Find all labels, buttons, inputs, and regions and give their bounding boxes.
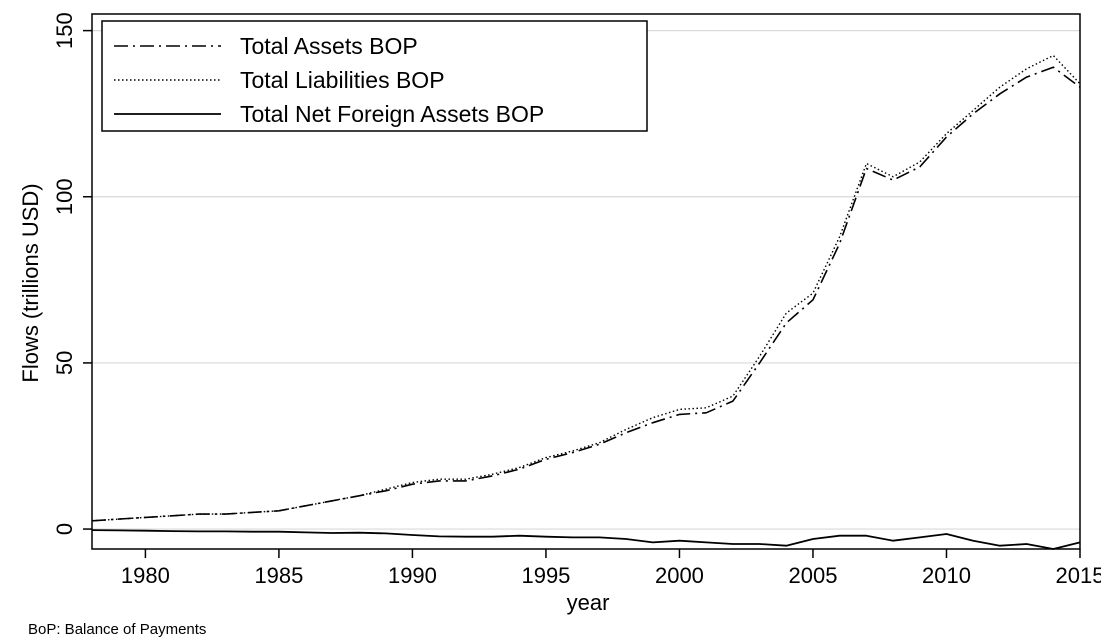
plot-area-frame <box>91 13 1081 550</box>
y-tick-label: 0 <box>52 523 77 535</box>
legend-label-0: Total Assets BOP <box>240 33 418 59</box>
y-axis-title: Flows (trillions USD) <box>18 183 43 382</box>
x-axis: 1980 1985 1990 1995 2000 2005 2010 2015 <box>121 549 1101 588</box>
x-tick-label: 2005 <box>788 563 837 588</box>
y-tick-label: 150 <box>52 12 77 49</box>
y-tick-label: 100 <box>52 178 77 215</box>
x-tick-label: 1990 <box>388 563 437 588</box>
series-lines <box>91 54 1081 550</box>
legend: Total Assets BOP Total Liabilities BOP Tot… <box>101 20 648 132</box>
legend-label-1: Total Liabilities BOP <box>240 67 445 93</box>
legend-label-2: Total Net Foreign Assets BOP <box>240 101 544 127</box>
series-line-2 <box>91 529 1081 550</box>
x-tick-label: 2000 <box>655 563 704 588</box>
x-tick-label: 1995 <box>521 563 570 588</box>
series-line-1 <box>91 54 1081 522</box>
x-tick-label: 2015 <box>1056 563 1101 588</box>
x-axis-title: year <box>567 590 610 615</box>
chart-note: BoP: Balance of Payments <box>28 621 206 638</box>
y-axis: 0 50 100 150 <box>52 12 92 535</box>
x-tick-label: 1980 <box>121 563 170 588</box>
legend-box <box>101 20 648 132</box>
x-tick-label: 2010 <box>922 563 971 588</box>
x-tick-label: 1985 <box>254 563 303 588</box>
y-tick-label: 50 <box>52 351 77 375</box>
